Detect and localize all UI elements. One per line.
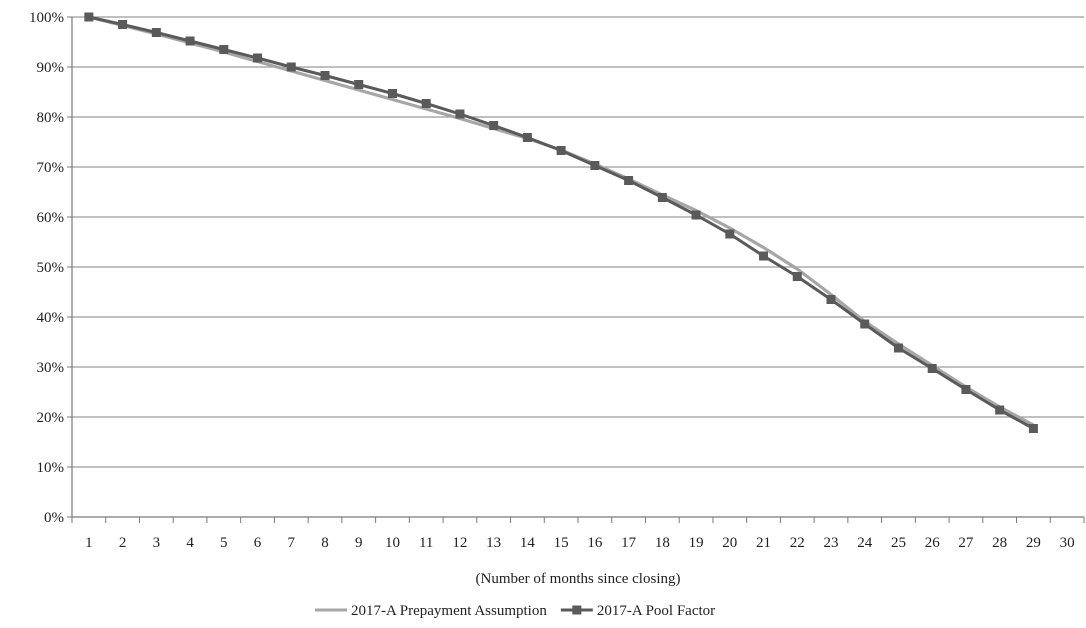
x-tick-label: 3 <box>153 535 161 551</box>
x-tick-label: 14 <box>520 535 536 551</box>
y-axis-tick-labels: 0% 10% 20% 30% 40% 50% 60% 70% 80% 90% 100% <box>29 10 64 526</box>
y-tick-label: 40% <box>37 310 65 326</box>
x-tick-label: 20 <box>722 535 737 551</box>
series-point <box>556 146 566 155</box>
series-point <box>489 121 499 130</box>
x-tick-label: 21 <box>756 535 771 551</box>
y-tick-label: 50% <box>37 260 65 276</box>
x-tick-label: 28 <box>992 535 1007 551</box>
x-tick-label: 26 <box>925 535 941 551</box>
y-tick-label: 100% <box>29 10 64 26</box>
series-point <box>421 99 431 108</box>
series-point <box>286 62 296 72</box>
series-point <box>151 28 161 37</box>
x-tick-label: 10 <box>385 535 400 551</box>
y-tick-label: 80% <box>37 110 65 126</box>
y-tick-label: 20% <box>37 410 65 426</box>
series-point <box>725 229 735 239</box>
x-tick-label: 11 <box>419 535 433 551</box>
y-tick-label: 70% <box>37 160 65 176</box>
x-tick-label: 12 <box>452 535 467 551</box>
series-point <box>455 109 465 119</box>
x-tick-label: 17 <box>621 535 637 551</box>
series-point <box>84 12 94 22</box>
y-tick-label: 30% <box>37 360 65 376</box>
y-tick-label: 10% <box>37 460 65 476</box>
x-tick-label: 2 <box>119 535 127 551</box>
x-tick-label: 15 <box>554 535 569 551</box>
x-tick-label: 22 <box>790 535 805 551</box>
series-layer <box>84 12 1038 433</box>
series-point <box>118 20 128 29</box>
x-tick-label: 4 <box>186 535 194 551</box>
x-tick-label: 23 <box>824 535 839 551</box>
x-tick-label: 6 <box>254 535 262 551</box>
series-point <box>961 385 971 394</box>
x-axis-title: (Number of months since closing) <box>476 571 681 587</box>
series-point <box>522 133 532 142</box>
legend-label-2: 2017-A Pool Factor <box>597 603 715 619</box>
gridlines <box>72 16 1084 468</box>
series-point <box>826 295 836 304</box>
series-point <box>387 89 397 98</box>
legend: 2017-A Prepayment Assumption 2017-A Pool … <box>315 603 715 619</box>
x-axis-tick-labels: 1 2 3 4 5 6 7 8 9 10 11 12 13 14 15 16 17 18 19 20 21 22 23 24 2… <box>85 535 1075 551</box>
x-tick-label: 16 <box>587 535 603 551</box>
x-tick-label: 19 <box>689 535 704 551</box>
series-point <box>219 45 229 54</box>
series-point <box>354 80 364 89</box>
x-tick-label: 18 <box>655 535 670 551</box>
x-tick-label: 29 <box>1026 535 1041 551</box>
x-tick-label: 8 <box>321 535 329 551</box>
x-tick-label: 7 <box>288 535 296 551</box>
x-tick-label: 5 <box>220 535 228 551</box>
series-point <box>1028 424 1038 433</box>
series-point <box>893 343 903 353</box>
y-tick-label: 60% <box>37 210 65 226</box>
x-tick-label: 13 <box>486 535 501 551</box>
series-point <box>253 53 263 63</box>
x-tick-label: 1 <box>85 535 93 551</box>
x-tick-label: 27 <box>958 535 974 551</box>
y-tick-label: 90% <box>37 60 65 76</box>
series-point <box>624 176 634 185</box>
x-tick-label: 9 <box>355 535 363 551</box>
series-point <box>691 210 701 220</box>
x-tick-label: 25 <box>891 535 906 551</box>
series-point <box>927 364 937 373</box>
legend-label-1: 2017-A Prepayment Assumption <box>351 603 547 619</box>
series-point <box>320 71 330 80</box>
x-tick-label: 30 <box>1060 535 1075 551</box>
axes <box>67 16 1085 523</box>
series-point <box>657 193 667 202</box>
series-point <box>590 161 600 170</box>
series-point <box>995 405 1005 415</box>
y-tick-label: 0% <box>44 510 64 526</box>
series-point <box>759 251 769 261</box>
series-point <box>860 319 870 329</box>
x-tick-label: 24 <box>857 535 873 551</box>
series-point <box>792 272 802 281</box>
series-point <box>185 36 195 46</box>
legend-marker <box>572 605 582 615</box>
series-line-1 <box>87 15 1036 427</box>
